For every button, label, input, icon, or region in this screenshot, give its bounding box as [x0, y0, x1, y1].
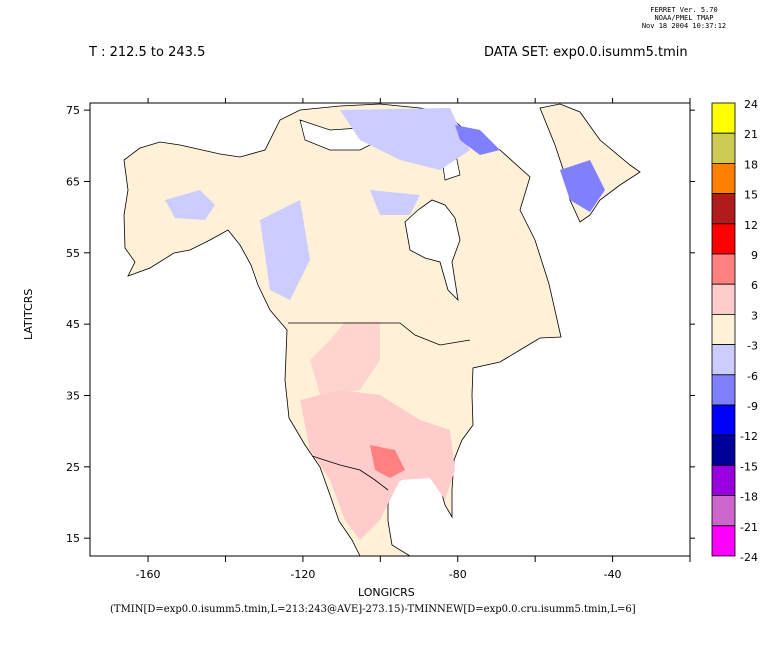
colorbar-label: 15 — [744, 189, 758, 202]
y-axis-label: LATITCRS — [22, 288, 35, 340]
colorbar-swatch — [711, 102, 736, 134]
us-canada-border — [288, 322, 471, 346]
colorbar-label: 24 — [744, 98, 758, 111]
colorbar-label: -24 — [740, 551, 758, 564]
colorbar-swatch — [711, 223, 736, 255]
y-tick-label: 75 — [66, 104, 80, 117]
colorbar-label: -3 — [747, 340, 758, 353]
colorbar-label: -18 — [740, 491, 758, 504]
colorbar-label: 18 — [744, 158, 758, 171]
anomaly-cool-arctic — [455, 125, 500, 155]
plot-frame — [89, 102, 691, 557]
colorbar-swatch — [711, 313, 736, 345]
plot-expression: (TMIN[D=exp0.0.isumm5.tmin,L=213:243@AVE… — [110, 604, 636, 615]
x-tick-label: -160 — [136, 568, 161, 581]
y-tick-label: 65 — [66, 175, 80, 188]
colorbar-label: -15 — [740, 460, 758, 473]
y-tick-label: 15 — [66, 532, 80, 545]
colorbar-label: 6 — [751, 279, 758, 292]
anomaly-cool-canada — [260, 108, 470, 300]
axes: -160 -120 -80 -40 75 65 55 45 35 25 15 — [66, 98, 695, 581]
colorbar-label: 21 — [744, 128, 758, 141]
stamp-org: NOAA/PMEL TMAP — [654, 14, 714, 22]
colorbar-label: -6 — [747, 370, 758, 383]
colorbar-swatch — [711, 162, 736, 194]
colorbar-swatch — [711, 193, 736, 225]
colorbar-label: 12 — [744, 219, 758, 232]
colorbar-label: -9 — [747, 400, 758, 413]
time-range-label: T : 212.5 to 243.5 — [89, 45, 206, 60]
x-axis-label: LONGICRS — [358, 586, 415, 599]
stamp-date: Nov 18 2004 10:37:12 — [641, 22, 727, 30]
colorbar-swatch — [711, 525, 736, 557]
dataset-label: DATA SET: exp0.0.isumm5.tmin — [484, 45, 688, 60]
colorbar: 24 21 18 15 12 9 6 3 -3 -6 -9 -12 -15 -18 -21 -24 — [711, 98, 758, 564]
anomaly-cool-greenland — [560, 160, 605, 212]
colorbar-swatch — [711, 464, 736, 496]
anomaly-warm-plains — [310, 322, 380, 395]
colorbar-swatch — [711, 404, 736, 436]
anomaly-cool-alaska — [165, 190, 215, 220]
y-tick-label: 55 — [66, 247, 80, 260]
colorbar-swatch — [711, 374, 736, 406]
x-tick-label: -80 — [449, 568, 467, 581]
anomaly-hot-texas — [370, 445, 405, 478]
hudson-bay — [404, 199, 461, 302]
colorbar-label: -12 — [740, 430, 758, 443]
colorbar-swatch — [711, 344, 736, 376]
us-mexico-border — [311, 455, 389, 491]
colorbar-label: 3 — [751, 309, 758, 322]
y-tick-label: 45 — [66, 318, 80, 331]
x-tick-label: -40 — [604, 568, 622, 581]
y-tick-label: 25 — [66, 461, 80, 474]
colorbar-swatch — [711, 253, 736, 285]
colorbar-swatch — [711, 132, 736, 164]
colorbar-label: 9 — [751, 249, 758, 262]
map-field — [123, 103, 641, 556]
x-tick-label: -120 — [290, 568, 315, 581]
colorbar-swatch — [711, 434, 736, 466]
colorbar-label: -21 — [740, 521, 758, 534]
ferret-stamp: FERRET Ver. 5.70 NOAA/PMEL TMAP Nov 18 2… — [600, 6, 768, 30]
colorbar-swatch — [711, 283, 736, 315]
y-tick-label: 35 — [66, 389, 80, 402]
colorbar-swatch — [711, 495, 736, 527]
stamp-version: FERRET Ver. 5.70 — [650, 6, 718, 14]
